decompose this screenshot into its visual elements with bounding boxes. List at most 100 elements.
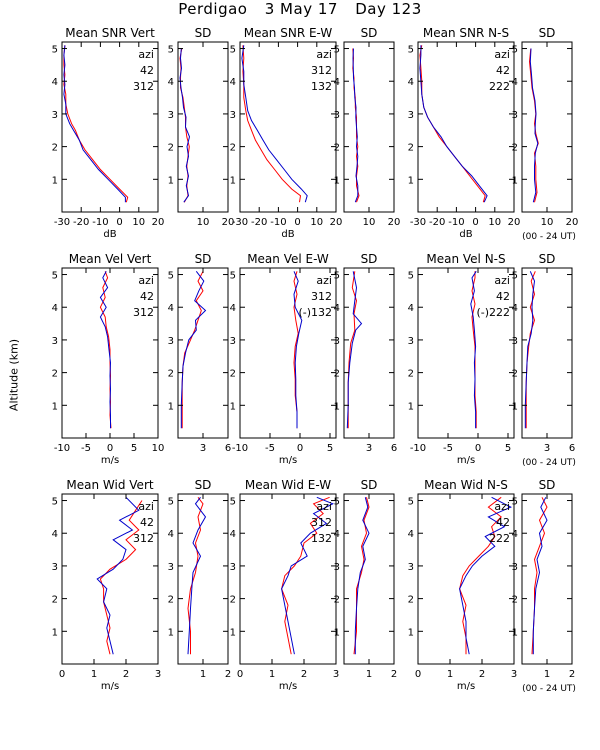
plot-frame <box>61 493 159 665</box>
x-tick-label: 10 <box>310 217 323 228</box>
x-tick-label: 20 <box>330 217 343 228</box>
y-tick-label: 4 <box>230 303 236 314</box>
x-tick-label: 3 <box>366 443 372 454</box>
y-tick-label: 5 <box>334 497 340 508</box>
legend-entry: 42 <box>140 290 154 303</box>
time-range-note: (00 - 24 UT) <box>522 458 576 468</box>
y-tick-label: 2 <box>168 369 174 380</box>
x-axis-label: dB <box>459 229 472 240</box>
y-tick-label: 2 <box>52 595 58 606</box>
x-tick-label: -20 <box>73 217 89 228</box>
x-tick-label: 1 <box>269 669 275 680</box>
x-axis-label: m/s <box>101 681 119 692</box>
x-tick-label: -5 <box>81 443 91 454</box>
panel-14: SD 1 2 3 4 5 1 2 <box>168 478 232 680</box>
legend-entry: azi <box>494 48 510 61</box>
y-tick-label: 2 <box>512 369 518 380</box>
y-tick-label: 4 <box>168 77 174 88</box>
x-tick-label: 1 <box>544 669 550 680</box>
x-tick-label: 0 <box>475 443 481 454</box>
x-tick-label: 1 <box>91 669 97 680</box>
series-line <box>180 270 207 429</box>
x-tick-label: -10 <box>232 443 248 454</box>
x-tick-label: 6 <box>225 443 231 454</box>
x-tick-label: 3 <box>155 669 161 680</box>
legend-entry: 312 <box>133 306 154 319</box>
series-line <box>354 497 370 655</box>
y-tick-label: 3 <box>168 110 174 121</box>
series-line <box>524 271 536 429</box>
series-line <box>96 496 140 655</box>
panel-1: Mean SNR Vert 1 2 3 4 5 -30 -20 -10 0 10 20 dB azi 42 3… <box>52 26 165 240</box>
plot-frame <box>177 493 229 665</box>
x-tick-label: 1 <box>447 669 453 680</box>
legend-entry: azi <box>316 500 332 513</box>
legend-entry: 312 <box>133 532 154 545</box>
series-line <box>529 48 539 203</box>
y-tick-label: 5 <box>408 271 414 282</box>
x-tick-label: 2 <box>391 669 397 680</box>
plot-frame <box>343 41 395 213</box>
x-tick-label: 2 <box>569 669 575 680</box>
y-tick-label: 2 <box>334 369 340 380</box>
y-tick-label: 5 <box>334 271 340 282</box>
y-tick-label: 3 <box>334 562 340 573</box>
series-line <box>281 496 330 655</box>
legend-entry: azi <box>494 500 510 513</box>
y-tick-label: 5 <box>52 45 58 56</box>
legend-entry: 42 <box>496 290 510 303</box>
x-tick-label: -5 <box>443 443 453 454</box>
x-tick-label: -10 <box>54 443 70 454</box>
x-axis-label: m/s <box>457 455 475 466</box>
x-tick-label: 20 <box>388 217 401 228</box>
y-tick-label: 3 <box>512 562 518 573</box>
series-line <box>346 271 363 429</box>
y-tick-label: 3 <box>334 110 340 121</box>
y-tick-label: 2 <box>408 369 414 380</box>
plot-frame <box>343 493 395 665</box>
legend-entry: 132 <box>311 80 332 93</box>
x-tick-label: 0 <box>415 669 421 680</box>
x-tick-label: 0 <box>237 669 243 680</box>
y-tick-label: 5 <box>52 271 58 282</box>
y-tick-label: 5 <box>230 497 236 508</box>
x-tick-label: 3 <box>200 443 206 454</box>
plot-frame <box>239 267 337 439</box>
x-axis-label: m/s <box>457 681 475 692</box>
y-tick-label: 5 <box>168 45 174 56</box>
y-tick-label: 2 <box>230 369 236 380</box>
legend-entry: 42 <box>496 516 510 529</box>
y-tick-label: 4 <box>512 77 518 88</box>
series-line <box>532 497 548 655</box>
y-tick-label: 5 <box>408 497 414 508</box>
y-tick-label: 2 <box>334 595 340 606</box>
y-tick-label: 2 <box>168 595 174 606</box>
y-tick-label: 3 <box>168 562 174 573</box>
figure-title: Perdigao 3 May 17 Day 123 <box>0 0 600 18</box>
x-tick-label: 2 <box>301 669 307 680</box>
y-tick-label: 5 <box>334 45 340 56</box>
y-tick-label: 1 <box>52 401 58 412</box>
x-tick-label: 3 <box>333 669 339 680</box>
panel-12: SD 1 2 3 4 5 3 6 (00 - 24 UT) <box>512 252 576 468</box>
y-tick-label: 1 <box>168 627 174 638</box>
y-tick-label: 1 <box>334 401 340 412</box>
series-line <box>179 48 191 203</box>
plot-frame <box>521 41 573 213</box>
y-tick-label: 1 <box>408 175 414 186</box>
y-tick-label: 1 <box>334 627 340 638</box>
series-line <box>99 500 143 655</box>
x-axis-label: m/s <box>101 455 119 466</box>
x-tick-label: 10 <box>363 217 376 228</box>
series-line <box>187 496 207 655</box>
panel-16: SD 1 2 3 4 5 1 2 <box>334 478 398 680</box>
y-tick-label: 1 <box>52 175 58 186</box>
y-tick-label: 1 <box>230 627 236 638</box>
y-tick-label: 4 <box>334 303 340 314</box>
legend-entry: 312 <box>311 64 332 77</box>
y-tick-label: 4 <box>408 529 414 540</box>
series-line <box>471 271 477 429</box>
y-tick-label: 3 <box>52 562 58 573</box>
x-tick-label: -30 <box>232 217 248 228</box>
